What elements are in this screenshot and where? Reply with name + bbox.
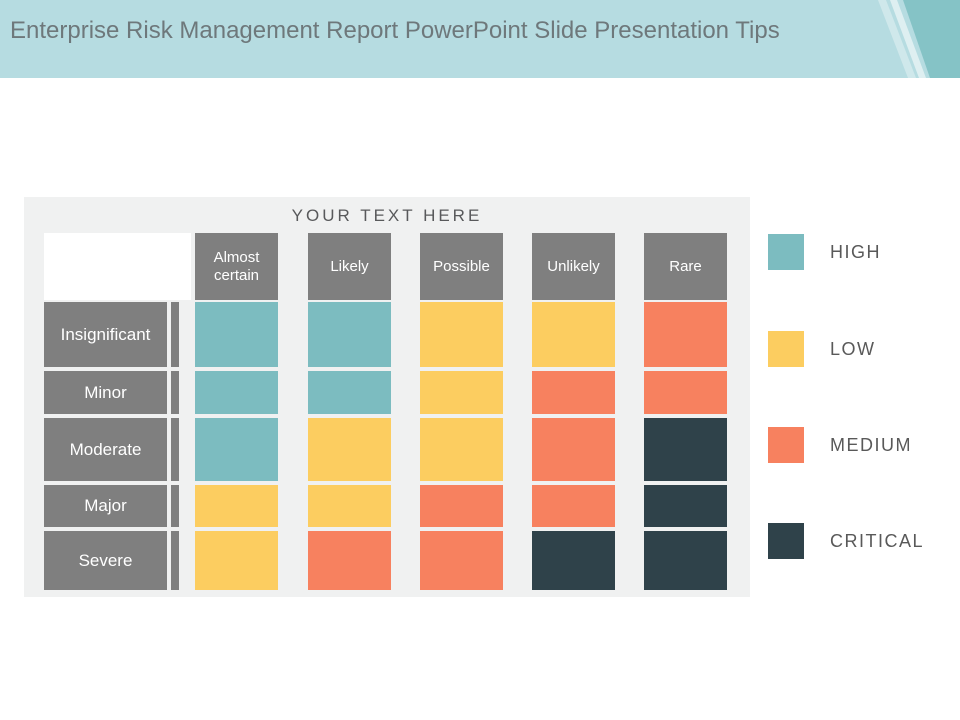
risk-cell-major-rare (644, 485, 727, 527)
risk-cell-severe-unlikely (532, 531, 615, 590)
legend-swatch-critical (768, 523, 804, 559)
legend-label-critical: CRITICAL (830, 530, 925, 551)
matrix-corner-cell (44, 233, 191, 300)
risk-cell-insignificant-almost-certain (195, 302, 278, 367)
risk-cell-moderate-rare (644, 418, 727, 481)
risk-cell-major-unlikely (532, 485, 615, 527)
risk-cell-moderate-unlikely (532, 418, 615, 481)
risk-cell-severe-almost-certain (195, 531, 278, 590)
risk-cell-minor-rare (644, 371, 727, 414)
column-header-possible: Possible (420, 233, 503, 300)
risk-cell-minor-almost-certain (195, 371, 278, 414)
slide-title: Enterprise Risk Management Report PowerP… (10, 17, 780, 44)
header-band: Enterprise Risk Management Report PowerP… (0, 0, 960, 78)
column-header-almost-certain: Almost certain (195, 233, 278, 300)
row-header-severe: Severe (44, 531, 167, 590)
column-header-unlikely: Unlikely (532, 233, 615, 300)
risk-matrix-table: Almost certain Likely Possible Unlikely Rare… (24, 197, 750, 597)
risk-cell-severe-likely (308, 531, 391, 590)
row-header-spacer (171, 485, 179, 527)
legend-item-critical: CRITICAL (768, 523, 924, 559)
corner-accent-shape (878, 0, 960, 78)
risk-cell-severe-rare (644, 531, 727, 590)
legend-label-medium: MEDIUM (830, 434, 912, 455)
row-header-major: Major (44, 485, 167, 527)
risk-cell-moderate-likely (308, 418, 391, 481)
risk-cell-minor-unlikely (532, 371, 615, 414)
risk-cell-insignificant-likely (308, 302, 391, 367)
risk-cell-minor-likely (308, 371, 391, 414)
legend-swatch-high (768, 234, 804, 270)
legend-item-low: LOW (768, 331, 876, 367)
risk-cell-severe-possible (420, 531, 503, 590)
row-header-insignificant: Insignificant (44, 302, 167, 367)
row-header-spacer (171, 371, 179, 414)
risk-cell-minor-possible (420, 371, 503, 414)
risk-cell-insignificant-unlikely (532, 302, 615, 367)
legend-item-medium: MEDIUM (768, 427, 912, 463)
matrix-heading: YOUR TEXT HERE (291, 206, 483, 225)
risk-cell-major-likely (308, 485, 391, 527)
legend-swatch-medium (768, 427, 804, 463)
risk-cell-insignificant-rare (644, 302, 727, 367)
risk-cell-moderate-possible (420, 418, 503, 481)
row-header-spacer (171, 418, 179, 481)
legend-label-low: LOW (830, 338, 876, 359)
risk-cell-moderate-almost-certain (195, 418, 278, 481)
legend-label-high: HIGH (830, 241, 881, 262)
row-header-spacer (171, 302, 179, 367)
row-header-spacer (171, 531, 179, 590)
row-header-moderate: Moderate (44, 418, 167, 481)
risk-cell-insignificant-possible (420, 302, 503, 367)
column-header-rare: Rare (644, 233, 727, 300)
risk-cell-major-almost-certain (195, 485, 278, 527)
risk-cell-major-possible (420, 485, 503, 527)
row-header-minor: Minor (44, 371, 167, 414)
risk-matrix-panel: YOUR TEXT HERE Almost certain Likely Possi… (24, 197, 750, 597)
legend-item-high: HIGH (768, 234, 881, 270)
column-header-likely: Likely (308, 233, 391, 300)
legend-swatch-low (768, 331, 804, 367)
